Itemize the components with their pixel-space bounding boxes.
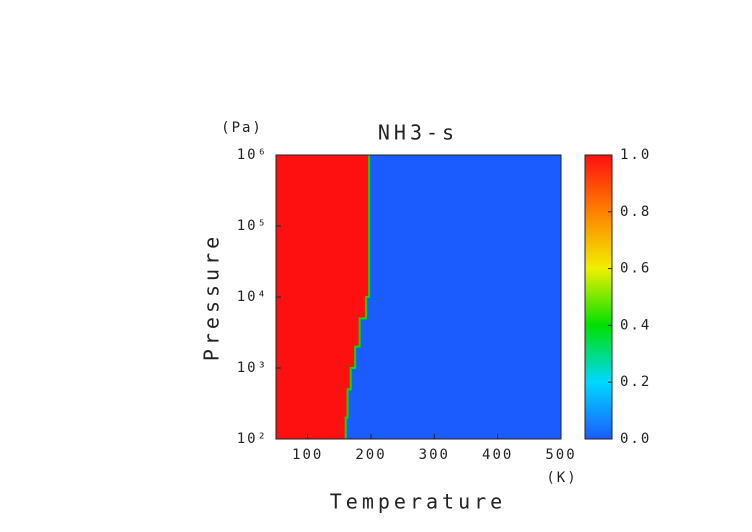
colorbar-tick-label: 0.2 [620,374,651,390]
x-tick-label: 500 [545,447,576,463]
colorbar [584,154,613,440]
chart-title: NH3-s [378,121,458,145]
x-tick-label: 100 [292,447,323,463]
x-tick-label: 400 [482,447,513,463]
y-axis-label: Pressure [200,233,224,361]
x-axis-label: Temperature [330,490,506,514]
x-unit: (K) [546,470,577,486]
y-tick-label: 10⁶ [237,147,268,163]
region-left [276,155,370,439]
x-tick-label: 200 [355,447,386,463]
y-tick-label: 10³ [237,360,268,376]
colorbar-tick-label: 0.6 [620,261,651,277]
y-tick-label: 10⁵ [237,218,268,234]
colorbar-tick-label: 0.8 [620,204,651,220]
y-tick-label: 10² [237,431,268,447]
colorbar-tick-label: 1.0 [620,147,651,163]
x-tick-label: 300 [419,447,450,463]
phase-boundary [344,155,371,439]
y-tick-label: 10⁴ [237,289,268,305]
colorbar-tick-label: 0.4 [620,317,651,333]
colorbar-tick-label: 0.0 [620,431,651,447]
y-unit: (Pa) [221,120,263,136]
